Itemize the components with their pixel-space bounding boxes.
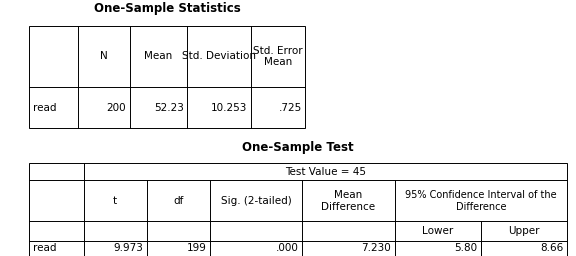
Text: df: df xyxy=(173,196,184,206)
Text: 52.23: 52.23 xyxy=(154,102,184,113)
Text: Upper: Upper xyxy=(509,226,540,236)
Text: read: read xyxy=(33,102,57,113)
Text: 199: 199 xyxy=(187,243,207,253)
Text: Test Value = 45: Test Value = 45 xyxy=(285,166,366,177)
Text: Std. Error
Mean: Std. Error Mean xyxy=(253,46,303,67)
Text: t: t xyxy=(113,196,118,206)
Text: Mean
Difference: Mean Difference xyxy=(321,190,376,212)
Text: Sig. (2-tailed): Sig. (2-tailed) xyxy=(221,196,291,206)
Text: 95% Confidence Interval of the
Difference: 95% Confidence Interval of the Differenc… xyxy=(405,190,557,212)
Text: One-Sample Test: One-Sample Test xyxy=(242,141,354,154)
Text: 200: 200 xyxy=(107,102,126,113)
Text: .000: .000 xyxy=(276,243,299,253)
Text: 5.80: 5.80 xyxy=(454,243,478,253)
Text: N: N xyxy=(100,51,108,61)
Text: Mean: Mean xyxy=(144,51,173,61)
Text: 8.66: 8.66 xyxy=(541,243,564,253)
Text: .725: .725 xyxy=(279,102,302,113)
Text: Std. Deviation: Std. Deviation xyxy=(182,51,256,61)
Text: 7.230: 7.230 xyxy=(361,243,391,253)
Text: read: read xyxy=(33,243,57,253)
Bar xyxy=(29,26,305,128)
Text: 9.973: 9.973 xyxy=(113,243,143,253)
Text: 10.253: 10.253 xyxy=(211,102,247,113)
Bar xyxy=(29,163,567,256)
Text: One-Sample Statistics: One-Sample Statistics xyxy=(94,3,240,15)
Text: Lower: Lower xyxy=(422,226,453,236)
